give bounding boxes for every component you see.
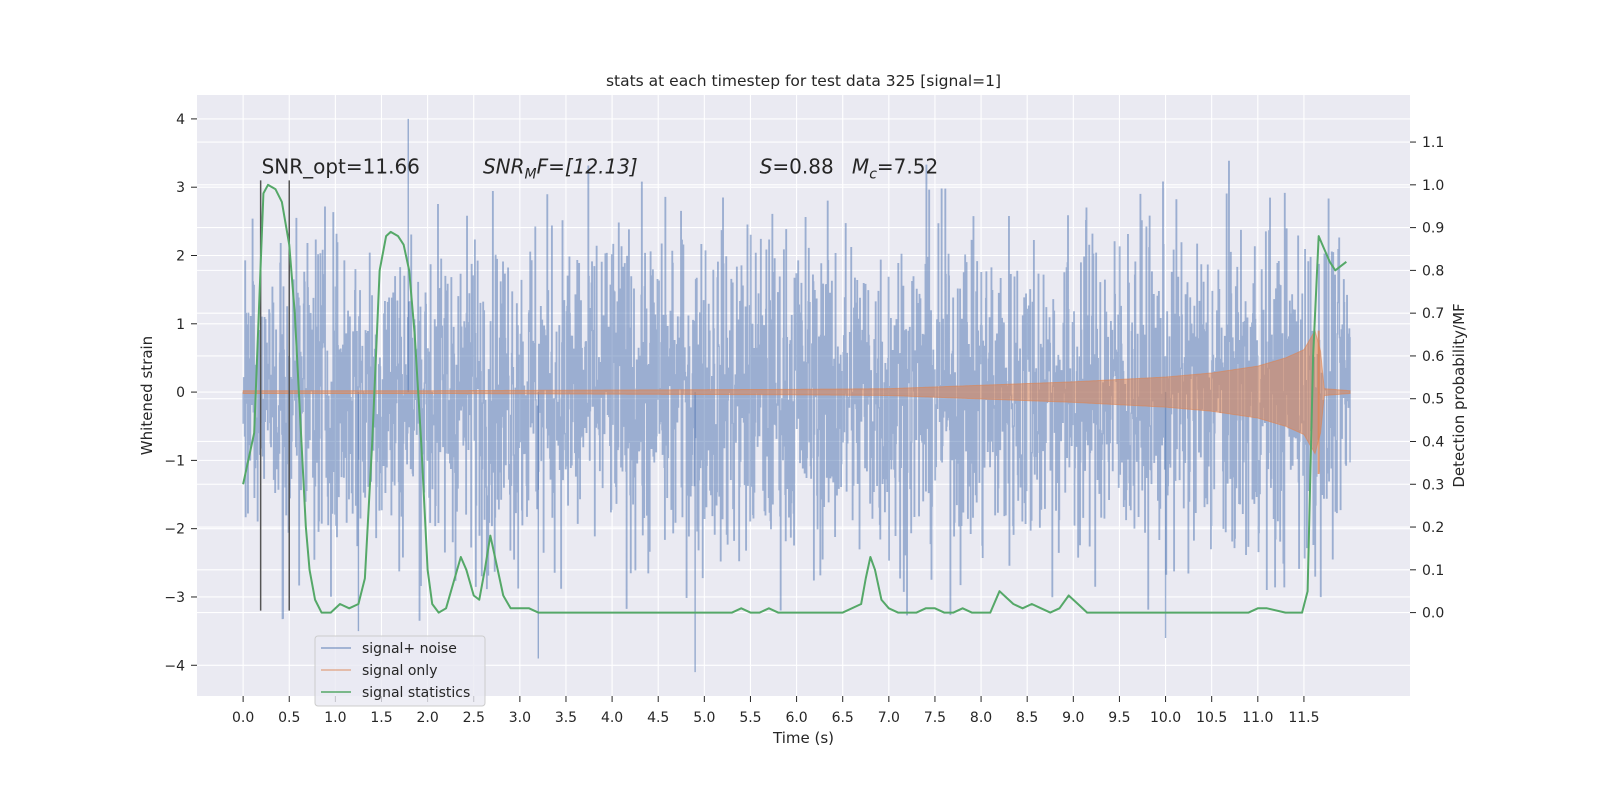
x-tick-label: 6.0	[785, 710, 807, 726]
x-tick-label: 4.5	[647, 710, 669, 726]
y-tick-label: 0	[176, 385, 185, 401]
y-axis-label: Whitened strain	[138, 336, 156, 455]
x-tick-label: 5.5	[739, 710, 761, 726]
y-right-tick-label: 0.9	[1422, 221, 1444, 237]
x-tick-label: 11.0	[1242, 710, 1273, 726]
x-tick-label: 10.0	[1150, 710, 1181, 726]
x-tick-label: 9.0	[1062, 710, 1084, 726]
y-right-tick-label: 0.8	[1422, 263, 1444, 279]
annotation-s-symbol: S	[760, 155, 773, 179]
signal-statistics-line	[242, 183, 1347, 614]
x-tick-label: 8.5	[1016, 710, 1038, 726]
y-right-tick-label: 1.0	[1422, 178, 1444, 194]
x-tick-label: 3.0	[509, 710, 531, 726]
y-right-axis-label: Detection probability/MF	[1450, 303, 1468, 487]
annotation-mc: Mc=7.52	[852, 155, 938, 183]
annotation-mc-symbol: M	[852, 155, 869, 179]
legend-label-signal-only: signal only	[362, 663, 437, 679]
x-tick-label: 0.0	[232, 710, 254, 726]
x-tick-label: 6.5	[832, 710, 854, 726]
y-right-tick-label: 1.1	[1422, 135, 1444, 151]
y-right-tick-label: 0.0	[1422, 606, 1444, 622]
x-tick-label: 2.5	[463, 710, 485, 726]
signal-only-envelope	[242, 329, 1351, 455]
signal-only-series	[242, 329, 1351, 475]
y-right-tick-label: 0.7	[1422, 306, 1444, 322]
y-right-tick-label: 0.4	[1422, 434, 1444, 450]
y-right-tick-label: 0.3	[1422, 477, 1444, 493]
x-tick-label: 8.0	[970, 710, 992, 726]
y-tick-label: 1	[176, 317, 185, 333]
y-tick-label: 3	[176, 180, 185, 196]
annotation-snr-mf-symbol: SNR	[483, 155, 525, 179]
y-right-tick-label: 0.2	[1422, 520, 1444, 536]
y-tick-label: −3	[164, 590, 185, 606]
annotation-mc-value: =7.52	[877, 155, 938, 179]
x-tick-label: 2.0	[416, 710, 438, 726]
chart-title: stats at each timestep for test data 325…	[606, 72, 1001, 90]
x-tick-label: 5.0	[693, 710, 715, 726]
y-tick-label: −1	[164, 453, 185, 469]
annotation-snr-opt: SNR_opt=11.66	[262, 155, 420, 179]
signal-statistics-series	[242, 183, 1347, 614]
annotation-s-value: =0.88	[772, 155, 833, 179]
y-tick-label: 4	[176, 112, 185, 128]
y-tick-label: −4	[164, 658, 185, 674]
y-tick-label: −2	[164, 522, 185, 538]
annotation-snr-mf-subscript: M	[525, 167, 537, 183]
x-tick-label: 4.0	[601, 710, 623, 726]
legend-box	[314, 635, 486, 707]
legend: signal+ noise signal only signal statist…	[314, 635, 486, 707]
x-tick-label: 0.5	[278, 710, 300, 726]
y-tick-label: 2	[176, 248, 185, 264]
ticks: 0.0 0.5 1.0 1.5 2.0 2.5 3.0 3.5 4.0 4.5 5.0 5.5 6.0 6…	[164, 112, 1444, 726]
legend-label-signal-plus-noise: signal+ noise	[362, 641, 457, 657]
x-tick-label: 11.5	[1288, 710, 1319, 726]
y-right-tick-label: 0.5	[1422, 392, 1444, 408]
legend-label-signal-statistics: signal statistics	[362, 685, 470, 701]
y-right-tick-label: 0.6	[1422, 349, 1444, 365]
x-axis-label: Time (s)	[772, 729, 834, 747]
x-tick-label: 1.5	[370, 710, 392, 726]
annotation-snr-mf: SNRMF=[12.13]	[483, 155, 638, 183]
y-right-tick-label: 0.1	[1422, 563, 1444, 579]
x-tick-label: 9.5	[1108, 710, 1130, 726]
x-tick-label: 7.0	[878, 710, 900, 726]
x-tick-label: 10.5	[1196, 710, 1227, 726]
x-tick-label: 7.5	[924, 710, 946, 726]
annotation-snr-mf-value: F=[12.13]	[537, 155, 638, 179]
annotation-mc-subscript: c	[869, 167, 877, 183]
annotation-s: S=0.88	[760, 155, 834, 179]
x-tick-label: 3.5	[555, 710, 577, 726]
x-tick-label: 1.0	[324, 710, 346, 726]
